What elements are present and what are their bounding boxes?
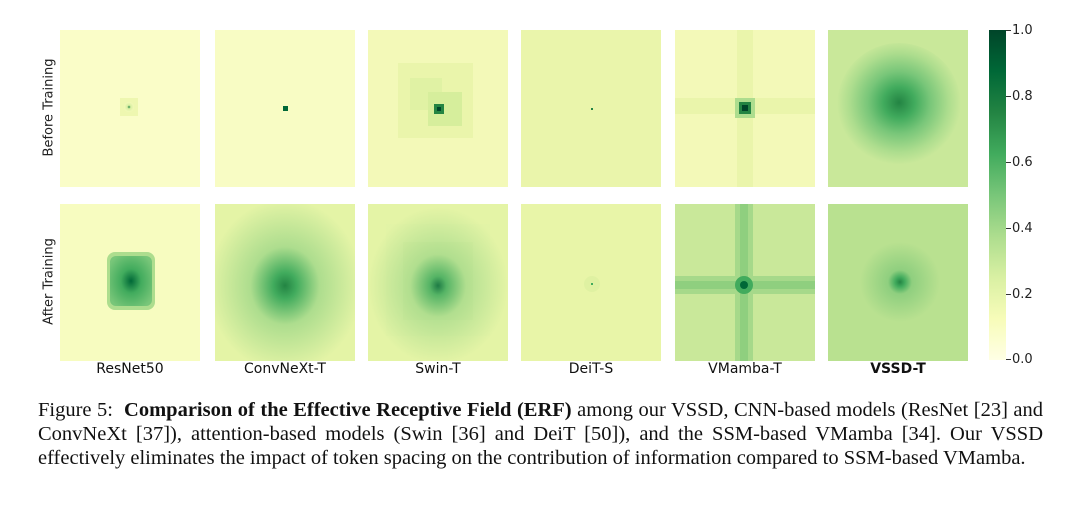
- erf-panel-vmamba-before: [675, 30, 815, 187]
- caption-body: among our VSSD, CNN-based models (ResNet…: [38, 399, 1044, 469]
- col-label-vmamba: VMamba-T: [708, 361, 782, 377]
- erf-panel-swin-after: [368, 204, 508, 361]
- erf-panel-deit-before: [521, 30, 661, 187]
- erf-panel-deit-after: [521, 204, 661, 361]
- erf-panel-resnet50-after: [60, 204, 200, 361]
- colorbar-tick: [1006, 162, 1011, 163]
- col-label-swin: Swin-T: [415, 361, 461, 377]
- colorbar-tick-label: 0.0: [1012, 352, 1033, 367]
- erf-panel-convnext-before: [215, 30, 355, 187]
- col-label-deit: DeiT-S: [568, 361, 614, 377]
- colorbar-tick-label: 0.2: [1012, 287, 1033, 302]
- erf-panel-vssd-before: [828, 30, 968, 187]
- erf-panel-convnext-after: [215, 204, 355, 361]
- caption-prefix: Figure 5:: [38, 399, 113, 421]
- colorbar-tick: [1006, 96, 1011, 97]
- erf-panel-swin-before: [368, 30, 508, 187]
- col-label-convnext: ConvNeXt-T: [244, 361, 326, 377]
- caption-bold-title: Comparison of the Effective Receptive Fi…: [124, 399, 572, 421]
- colorbar-tick-label: 0.8: [1012, 89, 1033, 104]
- row-label-before: Before Training: [41, 58, 57, 157]
- colorbar-tick-label: 1.0: [1012, 23, 1033, 38]
- erf-panel-resnet50-before: [60, 30, 200, 187]
- colorbar-tick: [1006, 359, 1011, 360]
- col-label-vssd: VSSD-T: [870, 361, 926, 377]
- colorbar-tick: [1006, 30, 1011, 31]
- colorbar-tick-label: 0.6: [1012, 155, 1033, 170]
- colorbar: [989, 30, 1006, 360]
- colorbar-tick: [1006, 294, 1011, 295]
- erf-panel-vmamba-after: [675, 204, 815, 361]
- figure-caption: Figure 5: Comparison of the Effective Re…: [38, 398, 1043, 470]
- row-label-after: After Training: [41, 238, 57, 325]
- colorbar-tick-label: 0.4: [1012, 221, 1033, 236]
- colorbar-tick: [1006, 228, 1011, 229]
- col-label-resnet50: ResNet50: [96, 361, 164, 377]
- erf-panel-vssd-after: [828, 204, 968, 361]
